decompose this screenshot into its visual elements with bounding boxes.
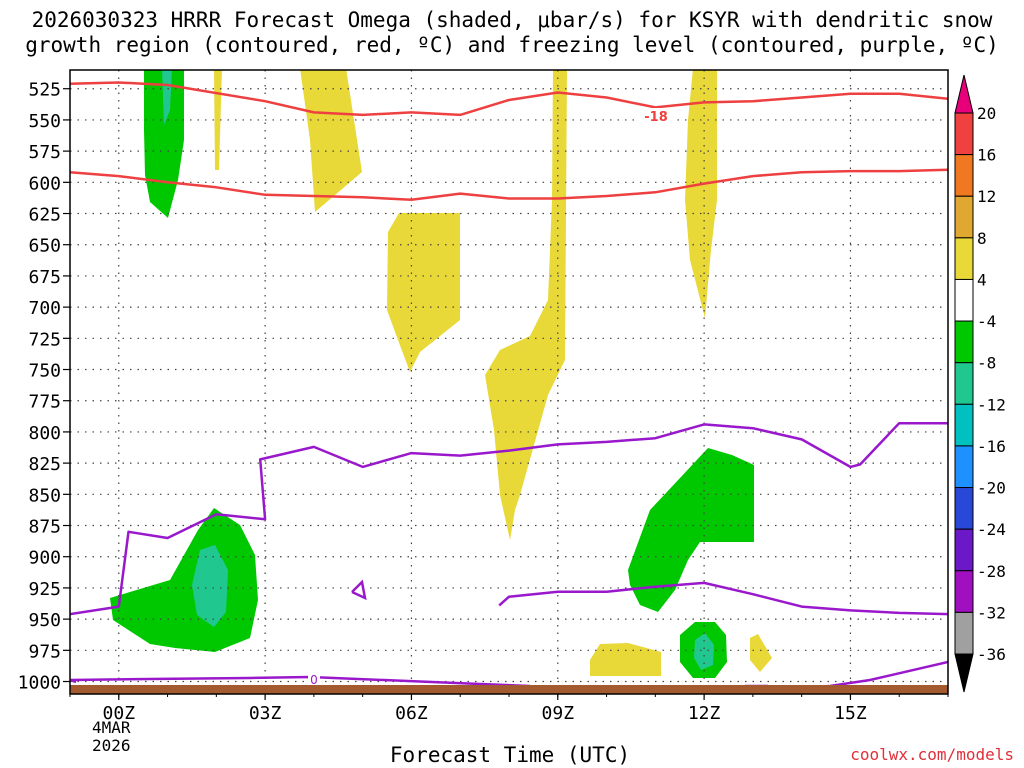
colorbar-segment: [954, 487, 974, 530]
y-tick-label: 825: [28, 454, 61, 475]
omega-colorbar: 20 16 12 8 4 -4 -8 -12 -16 -20 -24 -28 -32 -36: [954, 74, 1006, 693]
y-tick-label: 1000: [18, 673, 61, 694]
y-tick-label: 850: [28, 485, 61, 506]
colorbar-label: -20: [977, 479, 1006, 498]
colorbar-segment: [954, 362, 974, 405]
y-tick-label: 950: [28, 610, 61, 631]
omega-positive-region: [387, 213, 460, 372]
x-tick-label: 09Z: [542, 703, 575, 724]
freezing-level-near-surface: [70, 678, 77, 684]
y-tick-label: 875: [28, 517, 61, 538]
freezing-label-background: [308, 672, 320, 685]
colorbar-label: 8: [977, 229, 987, 248]
colorbar-segment: [954, 611, 974, 655]
y-tick-label: 675: [28, 267, 61, 288]
colorbar-label: -8: [977, 354, 996, 373]
omega-positive-region: [750, 634, 772, 672]
colorbar-label: 20: [977, 104, 996, 123]
x-tick-label: 15Z: [834, 703, 867, 724]
x-tick-label: 03Z: [249, 703, 282, 724]
colorbar-label: -32: [977, 603, 1006, 622]
contour-line: [498, 581, 948, 616]
y-tick-label: 750: [28, 361, 61, 382]
freezing-level-near-surface: [70, 675, 531, 688]
colorbar-label: -24: [977, 520, 1006, 539]
colorbar-label: 4: [977, 270, 987, 289]
colorbar-label: -36: [977, 645, 1006, 664]
colorbar-segment: [954, 237, 974, 280]
omega-positive-region: [485, 70, 567, 540]
y-tick-label: 900: [28, 548, 61, 569]
colorbar-max-arrow: [954, 74, 974, 114]
colorbar-label: 16: [977, 146, 996, 165]
omega-strong-negative-core: [192, 545, 228, 627]
freezing-level-closed-contour: [351, 579, 367, 601]
y-tick-label: 625: [28, 205, 61, 226]
freezing-contour-label: 0: [310, 673, 318, 687]
dgz-label-background: [640, 108, 672, 124]
y-tick-label: 775: [28, 392, 61, 413]
omega-positive-region: [685, 70, 717, 318]
y-tick-label: 975: [28, 641, 61, 662]
colorbar-segment: [954, 320, 974, 364]
omega-positive-region: [300, 70, 362, 212]
x-tick-label: 12Z: [688, 703, 721, 724]
x-tick-label: 06Z: [395, 703, 428, 724]
source-credit: coolwx.com/models: [850, 745, 1014, 764]
colorbar-label: 12: [977, 187, 996, 206]
colorbar-segment: [954, 403, 974, 447]
ground-surface-strip: [70, 685, 948, 694]
colorbar-segment: [954, 278, 974, 322]
omega-positive-region: [214, 70, 222, 170]
contour-line: [70, 168, 948, 202]
y-tick-label: 650: [28, 236, 61, 257]
colorbar-segment: [954, 154, 974, 197]
dgz-contour-label: -18: [644, 110, 668, 125]
y-tick-label: 700: [28, 298, 61, 319]
chart-title-line2: growth region (contoured, red, ºC) and f…: [25, 33, 999, 57]
chart-title-line1: 2026030323 HRRR Forecast Omega (shaded, …: [31, 8, 993, 32]
colorbar-label: -16: [977, 437, 1006, 456]
colorbar-label: -4: [977, 312, 996, 331]
colorbar-segment: [954, 445, 974, 489]
y-tick-label: 725: [28, 329, 61, 350]
y-tick-label: 575: [28, 142, 61, 163]
contour-line: [70, 81, 948, 117]
omega-negative-region: [628, 448, 754, 612]
y-axis: 525 550 575 600 625 650 675 700 725 750 775 800 825 8…: [18, 80, 70, 694]
x-tick-label: 00Z: [103, 703, 136, 724]
y-tick-label: 525: [28, 80, 61, 101]
y-tick-label: 925: [28, 579, 61, 600]
colorbar-segment: [954, 570, 974, 613]
x-date-label-day: 4MAR: [92, 718, 131, 737]
contour-line: [70, 421, 948, 616]
colorbar-segment: [954, 112, 974, 156]
omega-positive-region: [590, 643, 661, 676]
y-tick-label: 800: [28, 423, 61, 444]
colorbar-label: -28: [977, 562, 1006, 581]
colorbar-segment: [954, 528, 974, 572]
colorbar-min-arrow: [954, 653, 974, 693]
omega-strong-negative-core: [694, 633, 714, 670]
y-tick-label: 550: [28, 111, 61, 132]
x-axis-title: Forecast Time (UTC): [389, 743, 631, 767]
x-axis: 00Z 03Z 06Z 09Z 12Z 15Z: [69, 694, 949, 724]
colorbar-label: -12: [977, 395, 1006, 414]
y-tick-label: 600: [28, 173, 61, 194]
colorbar-segment: [954, 195, 974, 239]
x-date-label-year: 2026: [92, 736, 131, 755]
